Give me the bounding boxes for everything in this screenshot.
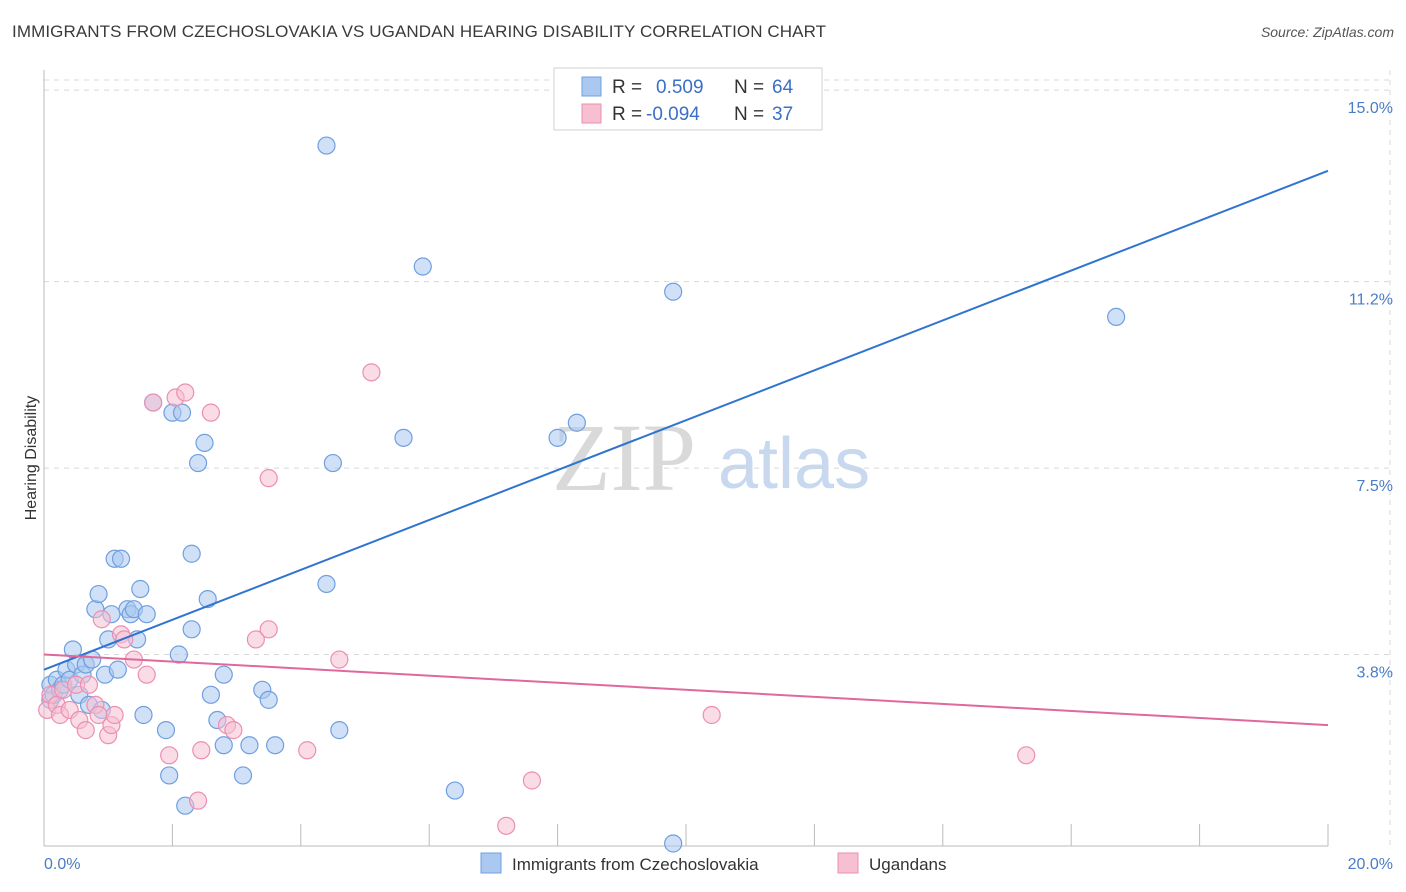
point-czechoslovakia: [214, 665, 233, 684]
point-ugandans: [330, 650, 349, 669]
point-ugandans: [224, 721, 243, 740]
chart-title: IMMIGRANTS FROM CZECHOSLOVAKIA VS UGANDA…: [12, 22, 827, 41]
legend-n-label-blue: N =: [734, 77, 764, 98]
point-czechoslovakia: [548, 428, 567, 447]
trend-line-czechoslovakia: [43, 169, 1329, 671]
watermark-atlas: atlas: [718, 424, 870, 504]
point-ugandans: [76, 721, 95, 740]
point-ugandans: [105, 705, 124, 725]
point-ugandans: [702, 705, 721, 725]
point-czechoslovakia: [266, 736, 285, 755]
point-ugandans: [201, 403, 221, 422]
trend-line-ugandans: [43, 653, 1329, 727]
x-tick-labels: 0.0% 20.0%: [44, 856, 1393, 873]
point-ugandans: [259, 469, 278, 488]
y-tick-label: 11.2%: [1349, 292, 1393, 309]
point-czechoslovakia: [195, 433, 214, 452]
point-ugandans: [522, 771, 542, 790]
point-ugandans: [246, 630, 265, 649]
bottom-legend-swatch-ugandans: [837, 852, 859, 874]
point-ugandans: [259, 620, 278, 639]
y-tick-label: 7.5%: [1357, 478, 1393, 495]
point-czechoslovakia: [134, 705, 153, 725]
point-czechoslovakia: [1107, 307, 1126, 327]
point-czechoslovakia: [137, 605, 156, 624]
y-tick-label: 15.0%: [1348, 100, 1393, 117]
bottom-legend-label-ugandans: Ugandans: [869, 855, 947, 874]
point-czechoslovakia: [664, 834, 683, 853]
point-czechoslovakia: [111, 549, 131, 568]
legend-r-value-pink: -0.094: [646, 104, 700, 125]
point-czechoslovakia: [160, 766, 179, 785]
legend: R = 0.509 N = 64 R = -0.094 N = 37: [553, 67, 823, 131]
point-czechoslovakia: [317, 574, 336, 594]
y-axis-title: Hearing Disability: [23, 396, 40, 521]
point-czechoslovakia: [567, 413, 586, 432]
point-czechoslovakia: [413, 257, 432, 276]
point-czechoslovakia: [131, 579, 150, 599]
point-czechoslovakia: [108, 660, 127, 679]
watermark: ZIP atlas: [552, 404, 870, 511]
y-tick-label: 3.8%: [1357, 665, 1393, 682]
bottom-legend-swatch-czechoslovakia: [480, 852, 502, 874]
series-ugandans-points: [38, 363, 1036, 835]
x-tick-label: 0.0%: [44, 856, 80, 873]
point-czechoslovakia: [182, 544, 201, 563]
point-ugandans: [176, 383, 195, 402]
point-ugandans: [92, 610, 111, 629]
legend-n-label-pink: N =: [734, 104, 764, 125]
legend-r-label-pink: R =: [612, 104, 642, 125]
point-czechoslovakia: [169, 645, 188, 664]
point-czechoslovakia: [172, 403, 192, 422]
point-ugandans: [137, 665, 156, 684]
point-czechoslovakia: [188, 453, 208, 473]
legend-r-value-blue: 0.509: [656, 77, 704, 98]
point-czechoslovakia: [214, 736, 233, 755]
legend-swatch-pink: [581, 103, 602, 124]
point-ugandans: [362, 363, 381, 382]
point-czechoslovakia: [240, 736, 259, 755]
point-czechoslovakia: [664, 282, 683, 301]
point-ugandans: [144, 393, 163, 412]
point-ugandans: [192, 741, 211, 760]
point-ugandans: [298, 741, 317, 760]
bottom-legend-label-czechoslovakia: Immigrants from Czechoslovakia: [512, 855, 759, 874]
point-czechoslovakia: [394, 428, 413, 447]
point-ugandans: [1017, 746, 1036, 765]
legend-n-value-pink: 37: [772, 104, 793, 125]
point-czechoslovakia: [89, 584, 108, 604]
trend-lines: [43, 169, 1329, 727]
grid-lines: [44, 70, 1391, 846]
point-czechoslovakia: [233, 766, 253, 785]
point-czechoslovakia: [156, 721, 176, 740]
source-label: Source: ZipAtlas.com: [1260, 24, 1394, 40]
point-ugandans: [79, 675, 99, 694]
point-ugandans: [188, 791, 208, 810]
point-ugandans: [497, 816, 516, 835]
point-czechoslovakia: [330, 721, 349, 740]
point-czechoslovakia: [182, 620, 201, 639]
point-czechoslovakia: [201, 685, 221, 704]
point-czechoslovakia: [259, 690, 278, 709]
point-czechoslovakia: [445, 781, 464, 800]
point-czechoslovakia: [323, 453, 342, 473]
legend-swatch-blue: [581, 76, 602, 97]
point-czechoslovakia: [317, 136, 336, 155]
bottom-legend: Immigrants from Czechoslovakia Ugandans: [480, 852, 947, 874]
legend-r-label-blue: R =: [612, 77, 642, 98]
x-ticks: [43, 824, 1329, 846]
legend-n-value-blue: 64: [772, 77, 794, 98]
y-tick-labels: 3.8% 7.5% 11.2% 15.0%: [1348, 100, 1393, 681]
point-ugandans: [160, 746, 179, 765]
x-tick-label: 20.0%: [1348, 856, 1393, 873]
